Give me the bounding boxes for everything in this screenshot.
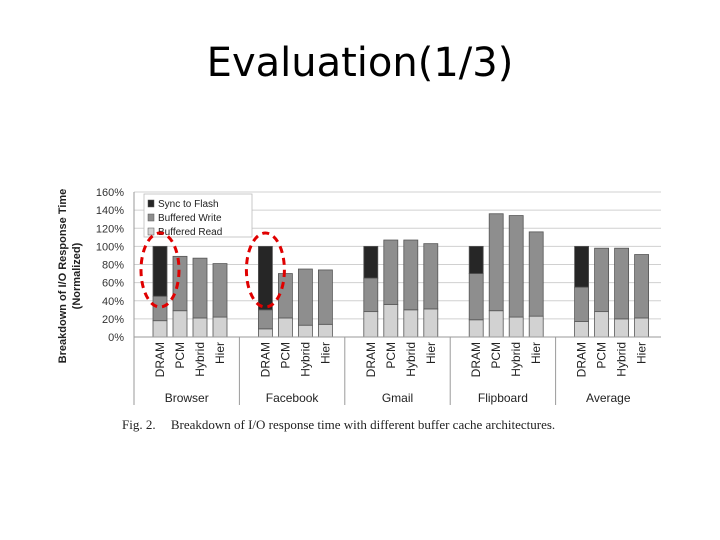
bar-segment-buffered-write [488,213,504,312]
figure-caption: Fig. 2. Breakdown of I/O response time w… [122,417,682,433]
bar-segment-buffered-write [528,231,544,317]
bar-segment-sync [257,245,273,311]
bar-segment-buffered-read [363,311,379,338]
x-tick-label: Hier [318,342,332,364]
legend-swatch [147,227,155,236]
bar-segment-buffered-write [363,277,379,313]
bar-segment-buffered-read [172,310,188,338]
y-tick-label: 140% [96,205,124,217]
bar-segment-buffered-write [634,254,649,319]
bar-segment-buffered-read [508,316,524,338]
group-label: Facebook [266,391,320,405]
bar-segment-sync [152,245,168,297]
bar-segment-buffered-read [297,324,313,338]
bar-segment-sync [574,245,589,288]
x-tick-label: PCM [173,342,187,369]
bar-segment-buffered-read [594,311,609,338]
y-tick-label: 60% [102,278,124,290]
x-tick-label: DRAM [153,342,167,377]
bar-segment-buffered-read [634,317,649,338]
bar-segment-buffered-write [403,239,419,311]
bars [152,213,649,338]
y-axis-label: Breakdown of I/O Response Time (Normalize… [57,189,83,364]
bar-segment-buffered-read [152,320,168,338]
y-tick-labels: 0% 20% 40% 60% 80% 100% 120% 140% 160% [96,187,124,344]
x-tick-label: Hybrid [193,342,207,377]
y-tick-label: 0% [108,332,124,344]
group-label: Flipboard [478,391,528,405]
bar-segment-sync [468,245,484,274]
bar-segment-buffered-read [317,323,333,338]
bar-segment-sync [363,245,379,279]
x-tick-label: Hybrid [404,342,418,377]
bar-segment-buffered-write [257,309,273,330]
bar-segment-buffered-write [468,273,484,321]
x-tick-label: Hier [213,342,227,364]
bar-segment-buffered-write [614,247,629,320]
x-tick-label: DRAM [469,342,483,377]
y-tick-label: 80% [102,260,124,272]
caption-figure-number: Fig. 2. [122,417,156,432]
y-tick-label: 100% [96,241,124,253]
bar-segment-buffered-read [468,319,484,338]
x-tick-label: Hybrid [615,342,629,377]
x-tick-label: PCM [595,342,609,369]
legend-label: Sync to Flash [158,199,219,210]
x-tick-labels: DRAM PCM Hybrid Hier Browser DRAM PCM Hybrid Hie… [153,342,649,405]
group-label: Browser [165,391,209,405]
bar-segment-buffered-write [172,255,188,312]
bar-segment-buffered-read [423,308,439,338]
bar-segment-buffered-read [257,328,273,338]
group-label: Average [586,391,631,405]
bar-segment-buffered-write [383,239,399,305]
axes [133,192,661,405]
highlight-ellipse [139,231,181,309]
y-tick-label: 40% [102,296,124,308]
slide-title: Evaluation(1/3) [206,40,514,86]
bar-segment-buffered-write [423,243,439,310]
bar-segment-buffered-write [574,286,589,322]
bar-segment-buffered-read [614,318,629,338]
annotations [139,231,286,309]
bar-segment-buffered-write [212,263,228,318]
legend-swatch [147,199,155,208]
x-tick-label: PCM [278,342,292,369]
bar-segment-buffered-read [528,315,544,338]
x-tick-label: Hier [529,342,543,364]
bar-segment-buffered-read [277,317,293,338]
bar-segment-buffered-read [574,321,589,338]
bar-segment-buffered-read [192,317,208,338]
x-tick-label: Hier [635,342,649,364]
bar-segment-buffered-write [317,269,333,325]
bar-segment-buffered-read [383,303,399,338]
x-tick-label: Hier [424,342,438,364]
x-tick-label: PCM [489,342,503,369]
bar-segment-buffered-write [192,257,208,319]
x-tick-label: Hybrid [298,342,312,377]
legend-swatch [147,213,155,222]
y-tick-label: 160% [96,187,124,199]
legend-label: Buffered Write [158,213,222,224]
bar-segment-buffered-write [508,215,524,318]
x-tick-label: PCM [384,342,398,369]
bar-segment-buffered-write [297,268,313,326]
group-label: Gmail [382,391,413,405]
legend-label: Buffered Read [158,227,222,238]
legend: Sync to Flash Buffered Write Buffered Read [143,193,253,238]
highlight-ellipse [244,231,286,309]
y-tick-label: 20% [102,314,124,326]
x-tick-label: Hybrid [509,342,523,377]
bar-segment-buffered-read [212,316,228,338]
x-tick-label: DRAM [364,342,378,377]
x-tick-label: DRAM [575,342,589,377]
y-tick-label: 120% [96,223,124,235]
bar-segment-buffered-read [403,309,419,338]
bar-segment-buffered-write [152,295,168,322]
legend-box [143,193,253,238]
x-tick-label: DRAM [258,342,272,377]
bar-segment-buffered-write [594,247,609,313]
bar-segment-buffered-read [488,310,504,338]
caption-text: Breakdown of I/O response time with diff… [170,417,556,432]
